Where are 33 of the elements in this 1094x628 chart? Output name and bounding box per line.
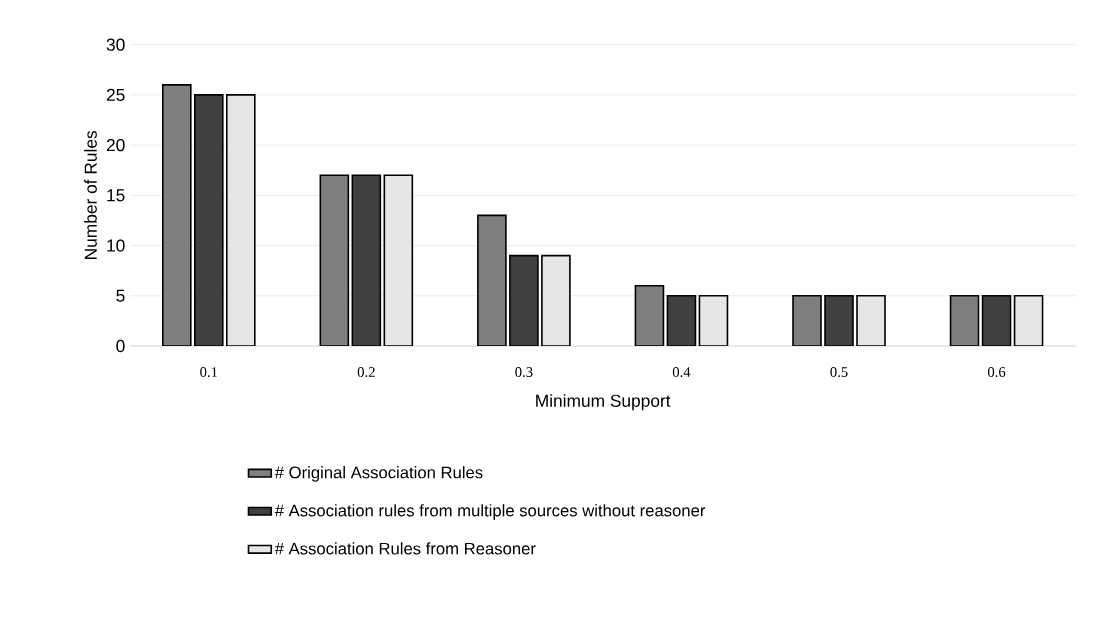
y-tick-label: 30: [106, 38, 125, 51]
y-tick-label: 5: [116, 289, 125, 302]
bar: [541, 254, 571, 346]
bar: [1013, 294, 1044, 346]
bar: [351, 174, 382, 346]
bar: [509, 254, 539, 346]
x-tick-label: 0.4: [672, 367, 691, 378]
legend-label: # Association Rules from Reasoner: [274, 542, 536, 555]
x-tick-label: 0.1: [200, 367, 218, 378]
bar: [634, 284, 665, 346]
y-tick-label: 25: [106, 88, 125, 102]
x-axis-title: Minimum Support: [536, 394, 671, 411]
x-tick-label: 0.2: [357, 367, 375, 378]
y-tick-label: 10: [107, 239, 125, 252]
bar: [319, 174, 350, 346]
legend-label: # Association rules from multiple sources without reasoner: [274, 504, 706, 520]
bar: [477, 214, 507, 346]
bar: [225, 94, 256, 346]
bar: [698, 294, 729, 346]
bar: [666, 294, 697, 346]
bar: [383, 174, 414, 346]
x-tick-label: 0.3: [515, 367, 533, 378]
y-tick-label: 20: [106, 138, 125, 152]
x-tick-label: 0.5: [830, 367, 848, 378]
y-axis-title: Number of Rules: [84, 130, 97, 259]
bar: [949, 294, 980, 346]
x-tick-label: 0.6: [987, 367, 1006, 378]
bar: [161, 84, 192, 346]
legend-label: # Original Association Rules: [274, 466, 483, 482]
bar: [193, 94, 224, 346]
y-tick-label: 0: [116, 339, 125, 353]
bar: [981, 294, 1012, 346]
y-tick-label: 15: [107, 189, 125, 202]
